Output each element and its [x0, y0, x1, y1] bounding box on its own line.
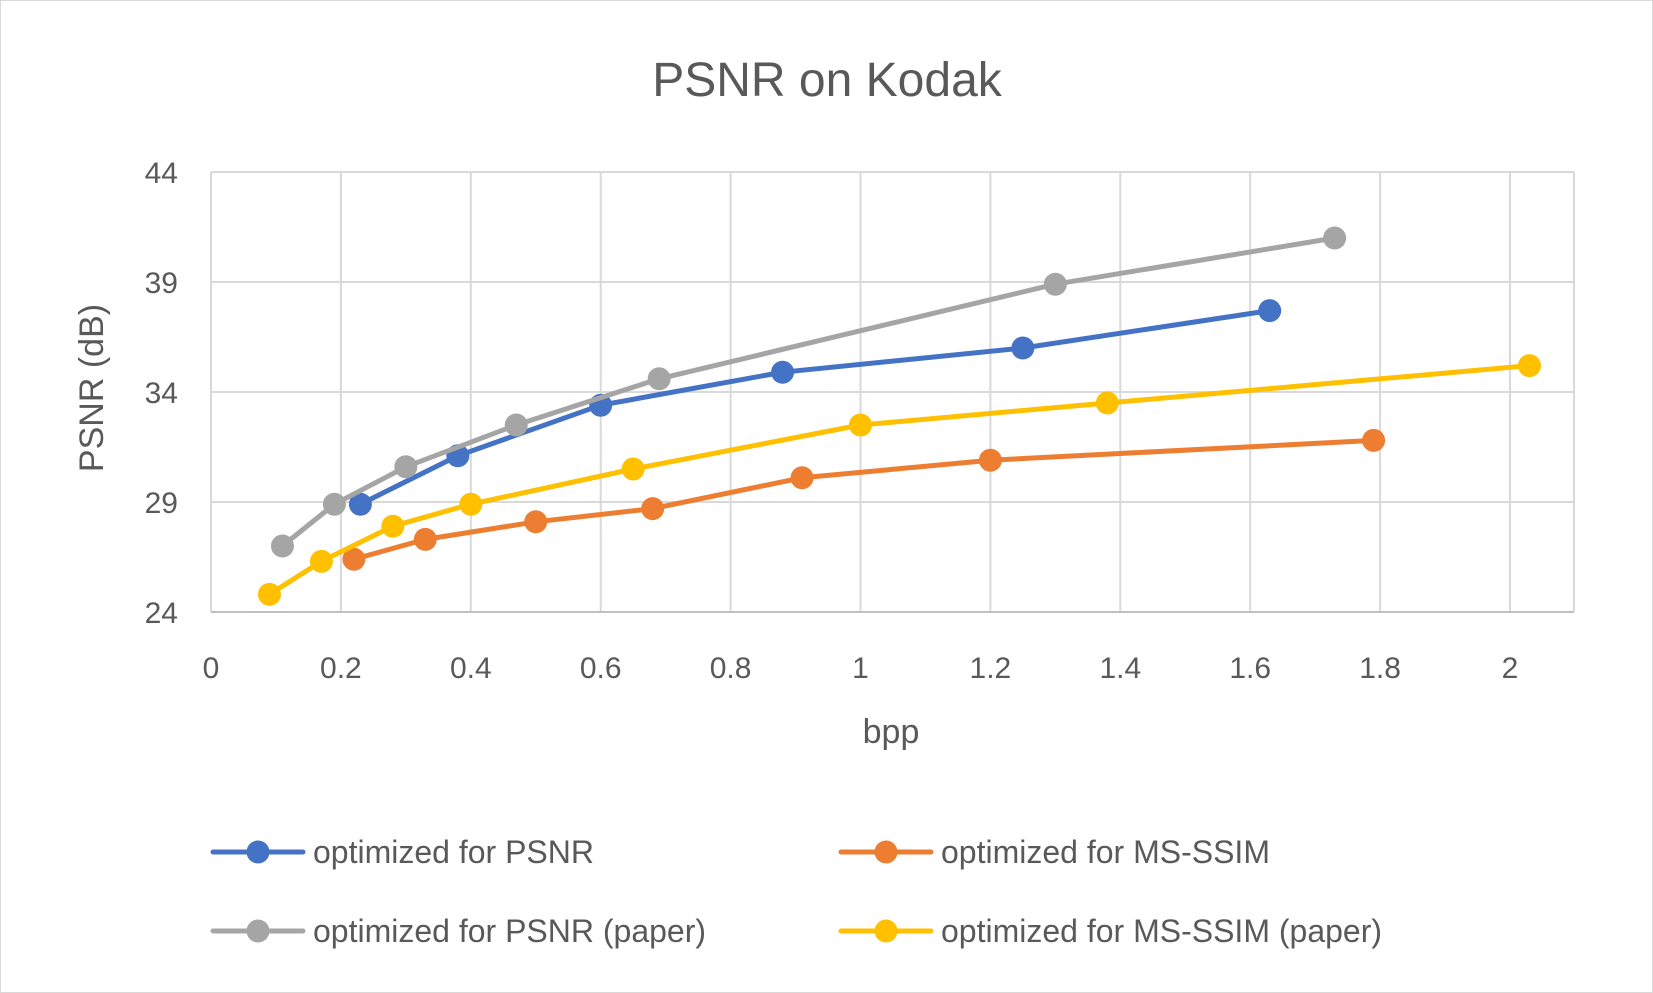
data-point	[1258, 299, 1282, 323]
legend-label: optimized for MS-SSIM	[941, 834, 1270, 870]
legend-label: optimized for MS-SSIM (paper)	[941, 913, 1382, 949]
data-point	[1043, 272, 1067, 296]
data-point	[978, 448, 1002, 472]
x-tick-label: 1.2	[970, 652, 1012, 685]
legend-item: optimized for PSNR (paper)	[210, 913, 706, 949]
x-tick-label: 0.4	[450, 652, 492, 685]
data-point	[771, 360, 795, 384]
data-point	[641, 497, 665, 521]
data-point	[322, 492, 346, 516]
y-axis-label: PSNR (dB)	[73, 304, 111, 472]
data-point	[1362, 428, 1386, 452]
series	[342, 428, 1386, 571]
y-tick-label: 24	[145, 597, 178, 630]
legend: optimized for PSNR optimized for MS-SSIM o…	[210, 834, 1382, 949]
data-point	[790, 466, 814, 490]
data-point	[849, 413, 872, 437]
legend-swatch-marker	[246, 840, 270, 864]
data-point	[504, 413, 528, 437]
legend-swatch-marker	[874, 840, 898, 864]
data-point	[1011, 336, 1035, 360]
y-tick-label: 44	[145, 157, 178, 190]
data-point	[1095, 391, 1119, 415]
data-point	[1517, 354, 1541, 378]
chart-title: PSNR on Kodak	[652, 54, 1003, 107]
series-line	[351, 437, 1377, 562]
series	[348, 299, 1282, 516]
series-line	[357, 308, 1273, 507]
data-point	[381, 514, 405, 538]
x-tick-label: 0.6	[580, 652, 622, 685]
series-layer	[257, 226, 1541, 606]
data-point	[270, 534, 294, 558]
data-point	[413, 527, 437, 551]
x-tick-label: 2	[1502, 652, 1519, 685]
series-line	[267, 363, 1532, 597]
legend-item: optimized for MS-SSIM (paper)	[838, 913, 1382, 949]
grid-layer	[210, 171, 1575, 613]
legend-label: optimized for PSNR	[313, 834, 594, 870]
data-point	[459, 492, 483, 516]
data-point	[1323, 226, 1347, 250]
x-axis-label: bpp	[863, 713, 920, 751]
data-point	[621, 457, 645, 481]
data-point	[647, 367, 671, 391]
x-tick-label: 0	[203, 652, 220, 685]
x-tick-label: 1.8	[1359, 652, 1401, 685]
series	[257, 354, 1541, 606]
y-tick-label: 34	[145, 377, 178, 410]
y-tick-label: 39	[145, 267, 178, 300]
legend-label: optimized for PSNR (paper)	[313, 913, 706, 949]
y-tick-label: 29	[145, 487, 178, 520]
series	[270, 226, 1347, 558]
x-tick-label: 1.6	[1229, 652, 1271, 685]
legend-swatch-marker	[246, 919, 270, 943]
data-point	[394, 455, 418, 479]
x-tick-label: 0.2	[320, 652, 362, 685]
data-point	[348, 492, 372, 516]
data-point	[309, 549, 333, 573]
x-tick-label: 1.4	[1099, 652, 1141, 685]
legend-item: optimized for MS-SSIM	[838, 834, 1270, 870]
x-tick-label: 1	[852, 652, 869, 685]
legend-swatch-marker	[874, 919, 898, 943]
tick-labels: 0 0.2 0.4 0.6 0.8 1 1.2 1.4 1.6 1.8 2 24 29 34 39 44	[145, 157, 1519, 685]
x-tick-label: 0.8	[710, 652, 752, 685]
data-point	[342, 547, 366, 571]
legend-item: optimized for PSNR	[210, 834, 594, 870]
data-point	[524, 510, 548, 534]
data-point	[257, 582, 281, 606]
